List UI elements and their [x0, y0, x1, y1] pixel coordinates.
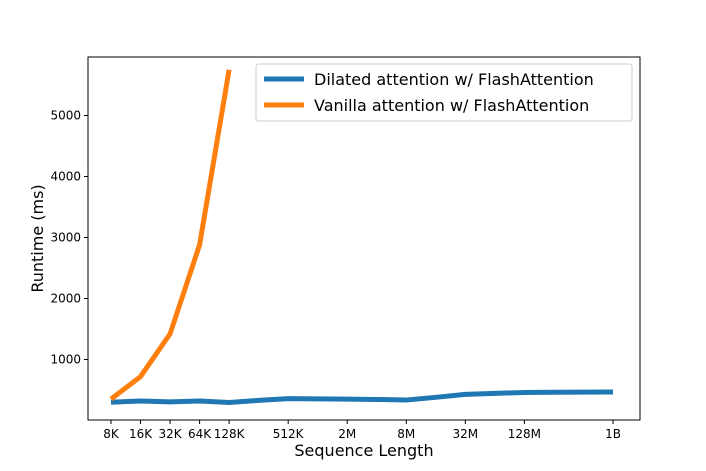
legend-label-dilated-attention-w-flashattention: Dilated attention w/ FlashAttention: [314, 70, 594, 89]
x-tick-label-8k: 8K: [103, 427, 120, 441]
x-tick-label-2m: 2M: [338, 427, 356, 441]
y-tick-label-4000: 4000: [50, 170, 81, 184]
x-tick-label-16k: 16K: [129, 427, 153, 441]
series-layer: [109, 69, 614, 405]
x-tick-label-32m: 32M: [453, 427, 479, 441]
x-tick-label-128m: 128M: [508, 427, 541, 441]
x-tick-label-128k: 128K: [214, 427, 246, 441]
x-axis-title: Sequence Length: [294, 441, 433, 460]
series-dilated-attention-w-flashattention: [110, 389, 614, 405]
y-axis: 1000 2000 3000 4000 5000: [50, 109, 88, 367]
x-tick-label-32k: 32K: [158, 427, 182, 441]
legend: Dilated attention w/ FlashAttention Vanil…: [255, 63, 633, 122]
y-tick-label-1000: 1000: [50, 353, 81, 367]
y-axis-title: Runtime (ms): [28, 184, 47, 292]
y-tick-label-3000: 3000: [50, 231, 81, 245]
legend-box: [255, 63, 633, 122]
series-vanilla-attention-w-flashattention: [109, 69, 232, 402]
x-tick-label-64k: 64K: [188, 427, 212, 441]
legend-label-vanilla-attention-w-flashattention: Vanilla attention w/ FlashAttention: [314, 96, 589, 115]
x-axis: 8K 16K 32K 64K 128K 512K 2M 8M 32M 128M 1B: [103, 420, 621, 441]
y-tick-label-2000: 2000: [50, 292, 81, 306]
y-tick-label-5000: 5000: [50, 109, 81, 123]
x-tick-label-512k: 512K: [273, 427, 305, 441]
plot-frame: [87, 56, 641, 421]
series-line-dilated-attention-w-flashattention: [110, 389, 614, 405]
x-tick-label-8m: 8M: [397, 427, 415, 441]
x-tick-label-1b: 1B: [605, 427, 621, 441]
